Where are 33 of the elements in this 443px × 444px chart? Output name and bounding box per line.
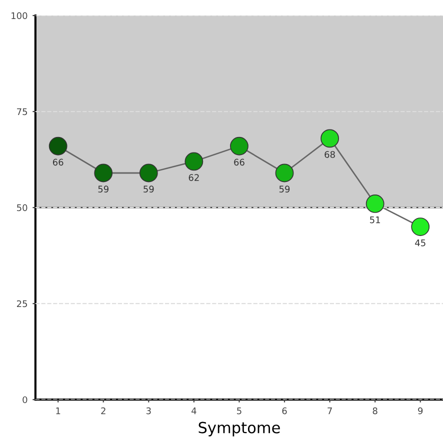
x-tick-label: 3 (146, 407, 151, 414)
point (184, 152, 204, 171)
data-label: 59 (144, 186, 154, 192)
data-label: 59 (279, 186, 290, 192)
point (94, 164, 113, 182)
x-tick-label: 5 (237, 408, 242, 414)
data-label: 66 (234, 158, 244, 166)
y-tick-label: 25 (16, 300, 28, 308)
data-label: 45 (415, 240, 426, 246)
point (366, 194, 384, 213)
point (230, 136, 248, 156)
point (48, 136, 68, 156)
point (139, 164, 158, 182)
x-tick-label: 8 (372, 407, 378, 414)
x-tick-label: 2 (101, 407, 106, 414)
x-tick-label: 7 (328, 408, 332, 414)
y-tick-label: 50 (17, 204, 28, 212)
x-axis-title: Symptome (198, 422, 280, 436)
data-label: 59 (98, 186, 108, 192)
data-label: 66 (52, 158, 64, 166)
x-tick-label: 4 (192, 408, 196, 414)
x-tick-label: 1 (56, 408, 60, 414)
x-tick-label: 6 (282, 407, 287, 414)
data-label: 62 (188, 174, 199, 181)
y-tick-label: 0 (22, 396, 28, 404)
y-tick-label: 75 (17, 108, 28, 116)
point (275, 164, 294, 182)
data-label: 68 (324, 151, 335, 158)
y-tick-label: 100 (12, 12, 28, 20)
x-tick-label: 9 (418, 407, 423, 414)
point (411, 218, 430, 236)
data-label: 51 (370, 216, 380, 224)
point (320, 129, 339, 148)
